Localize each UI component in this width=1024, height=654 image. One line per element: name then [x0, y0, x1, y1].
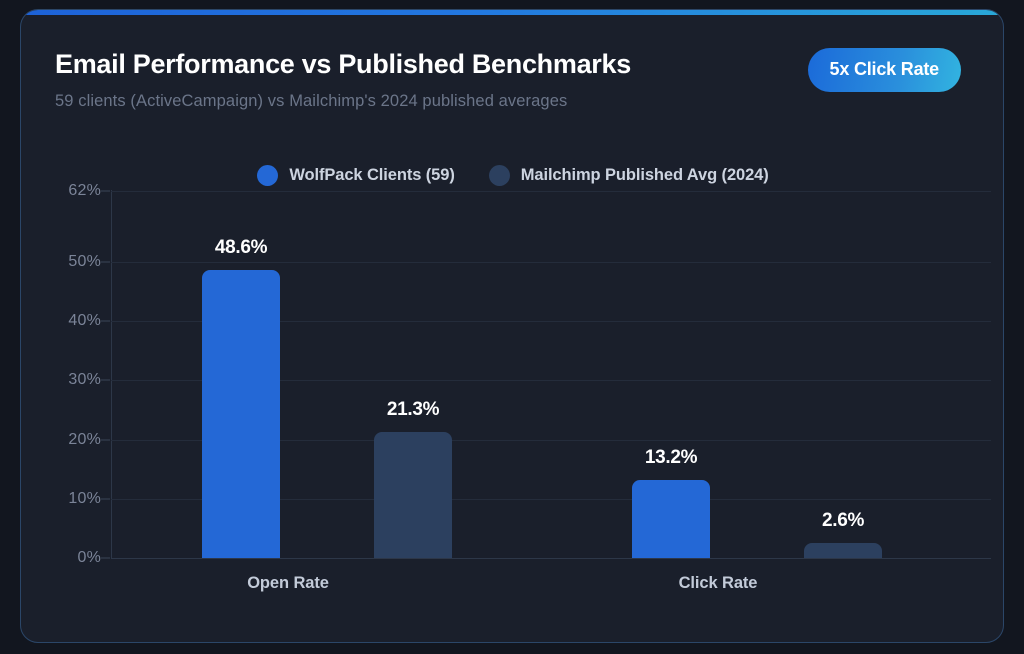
y-axis-tick-label: 0% — [77, 549, 101, 566]
legend-swatch-icon — [488, 165, 510, 186]
y-axis-tick-label: 62% — [68, 182, 101, 199]
y-tickmark — [101, 190, 110, 192]
y-tickmark — [101, 439, 110, 441]
y-axis-tick-label: 50% — [68, 253, 101, 271]
y-axis-tick-label: 10% — [68, 489, 101, 507]
plot-area: 0% 10% 20% 30% 40% 50% 62% 48.6% 21.3% 13.2% 2.6% O… — [68, 182, 991, 592]
chart-bar[interactable]: 21.3% — [374, 399, 452, 558]
legend-item[interactable]: WolfPack Clients (59) — [257, 165, 455, 186]
chart-legend: WolfPack Clients (59) Mailchimp Published… — [21, 165, 1003, 186]
y-tickmark — [101, 557, 110, 559]
status-badge[interactable]: 5x Click Rate — [807, 48, 961, 92]
chart-bar[interactable]: 48.6% — [202, 237, 280, 558]
y-tickmark — [101, 320, 110, 322]
legend-item-label: WolfPack Clients (59) — [289, 166, 455, 184]
legend-item-label: Mailchimp Published Avg (2024) — [520, 166, 769, 184]
y-axis-tick-label: 30% — [68, 371, 101, 389]
y-tickmark — [101, 498, 110, 500]
chart-bar[interactable]: 13.2% — [632, 447, 710, 558]
bar-value-label: 2.6% — [821, 509, 865, 531]
y-axis-line — [111, 190, 112, 559]
y-tickmark — [101, 379, 110, 381]
bar-value-label: 13.2% — [644, 446, 698, 468]
y-axis-tick-label: 40% — [68, 312, 101, 330]
y-gridline — [111, 558, 991, 559]
legend-swatch-icon — [257, 165, 279, 186]
y-gridline — [111, 498, 991, 500]
chart-card: Email Performance vs Published Benchmark… — [20, 9, 1004, 643]
chart-bar[interactable]: 2.6% — [804, 510, 882, 558]
y-gridline — [111, 321, 991, 323]
bar-value-label: 48.6% — [214, 237, 268, 259]
chart-subtitle: 59 clients (ActiveCampaign) vs Mailchimp… — [55, 91, 568, 110]
x-axis-category-label: Click Rate — [678, 574, 758, 592]
x-axis-category-label: Open Rate — [247, 574, 329, 592]
chart-header: Email Performance vs Published Benchmark… — [55, 48, 971, 111]
card-top-accent-bar — [21, 10, 1003, 15]
y-axis-tick-label: 20% — [68, 430, 101, 448]
y-gridline — [111, 380, 991, 382]
bar-value-label: 21.3% — [386, 398, 440, 420]
y-tickmark — [101, 261, 110, 263]
legend-item[interactable]: Mailchimp Published Avg (2024) — [488, 165, 769, 186]
y-gridline — [111, 191, 991, 192]
y-gridline — [111, 262, 991, 264]
y-gridline — [111, 439, 991, 441]
page-title: Email Performance vs Published Benchmark… — [55, 49, 631, 79]
